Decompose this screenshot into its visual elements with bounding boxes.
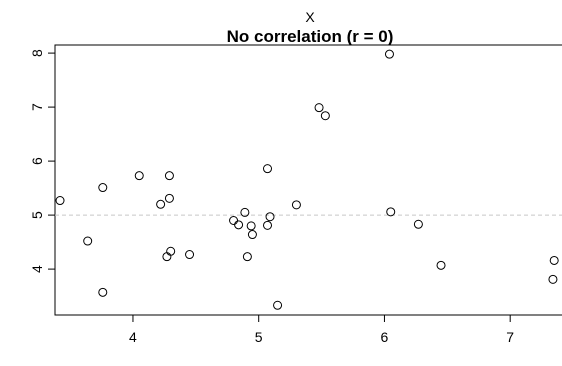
data-point xyxy=(436,260,446,270)
x-axis-label: X xyxy=(305,9,315,25)
data-point xyxy=(98,183,108,193)
data-point xyxy=(185,250,195,260)
data-point xyxy=(234,220,244,230)
x-tick-label: 5 xyxy=(255,329,263,345)
data-point xyxy=(386,207,396,217)
data-point xyxy=(156,199,166,209)
x-tick-label: 7 xyxy=(506,329,514,345)
data-point xyxy=(265,212,275,222)
y-axis: 4 5 6 7 8 xyxy=(29,49,55,273)
y-tick-label: 5 xyxy=(29,211,45,219)
x-tick-label: 4 xyxy=(129,329,137,345)
data-point xyxy=(548,274,558,284)
data-point xyxy=(164,193,174,203)
data-point xyxy=(291,200,301,210)
data-point xyxy=(229,216,239,225)
data-point xyxy=(55,196,65,206)
data-point xyxy=(263,164,273,174)
data-point xyxy=(247,230,257,240)
data-point xyxy=(242,252,252,262)
data-point xyxy=(384,49,394,59)
data-point xyxy=(83,236,93,246)
x-axis: 4 5 6 7 xyxy=(129,315,514,345)
x-tick-label: 6 xyxy=(381,329,389,345)
y-tick-label: 8 xyxy=(29,49,45,57)
data-point xyxy=(314,103,324,113)
points-layer xyxy=(55,49,559,310)
y-tick-label: 4 xyxy=(29,265,45,273)
data-point xyxy=(263,220,273,230)
data-point xyxy=(98,287,108,297)
chart-title: No correlation (r = 0) xyxy=(227,27,394,46)
data-point xyxy=(134,171,144,181)
data-point xyxy=(320,111,330,121)
data-point xyxy=(273,300,283,310)
plot-frame xyxy=(54,44,562,316)
data-point xyxy=(162,252,172,262)
data-point xyxy=(164,171,174,181)
data-point xyxy=(246,221,256,231)
data-point xyxy=(549,255,559,265)
data-point xyxy=(240,207,250,217)
data-point xyxy=(413,219,423,229)
data-point xyxy=(166,246,176,256)
y-tick-label: 7 xyxy=(29,103,45,111)
y-tick-label: 6 xyxy=(29,157,45,165)
